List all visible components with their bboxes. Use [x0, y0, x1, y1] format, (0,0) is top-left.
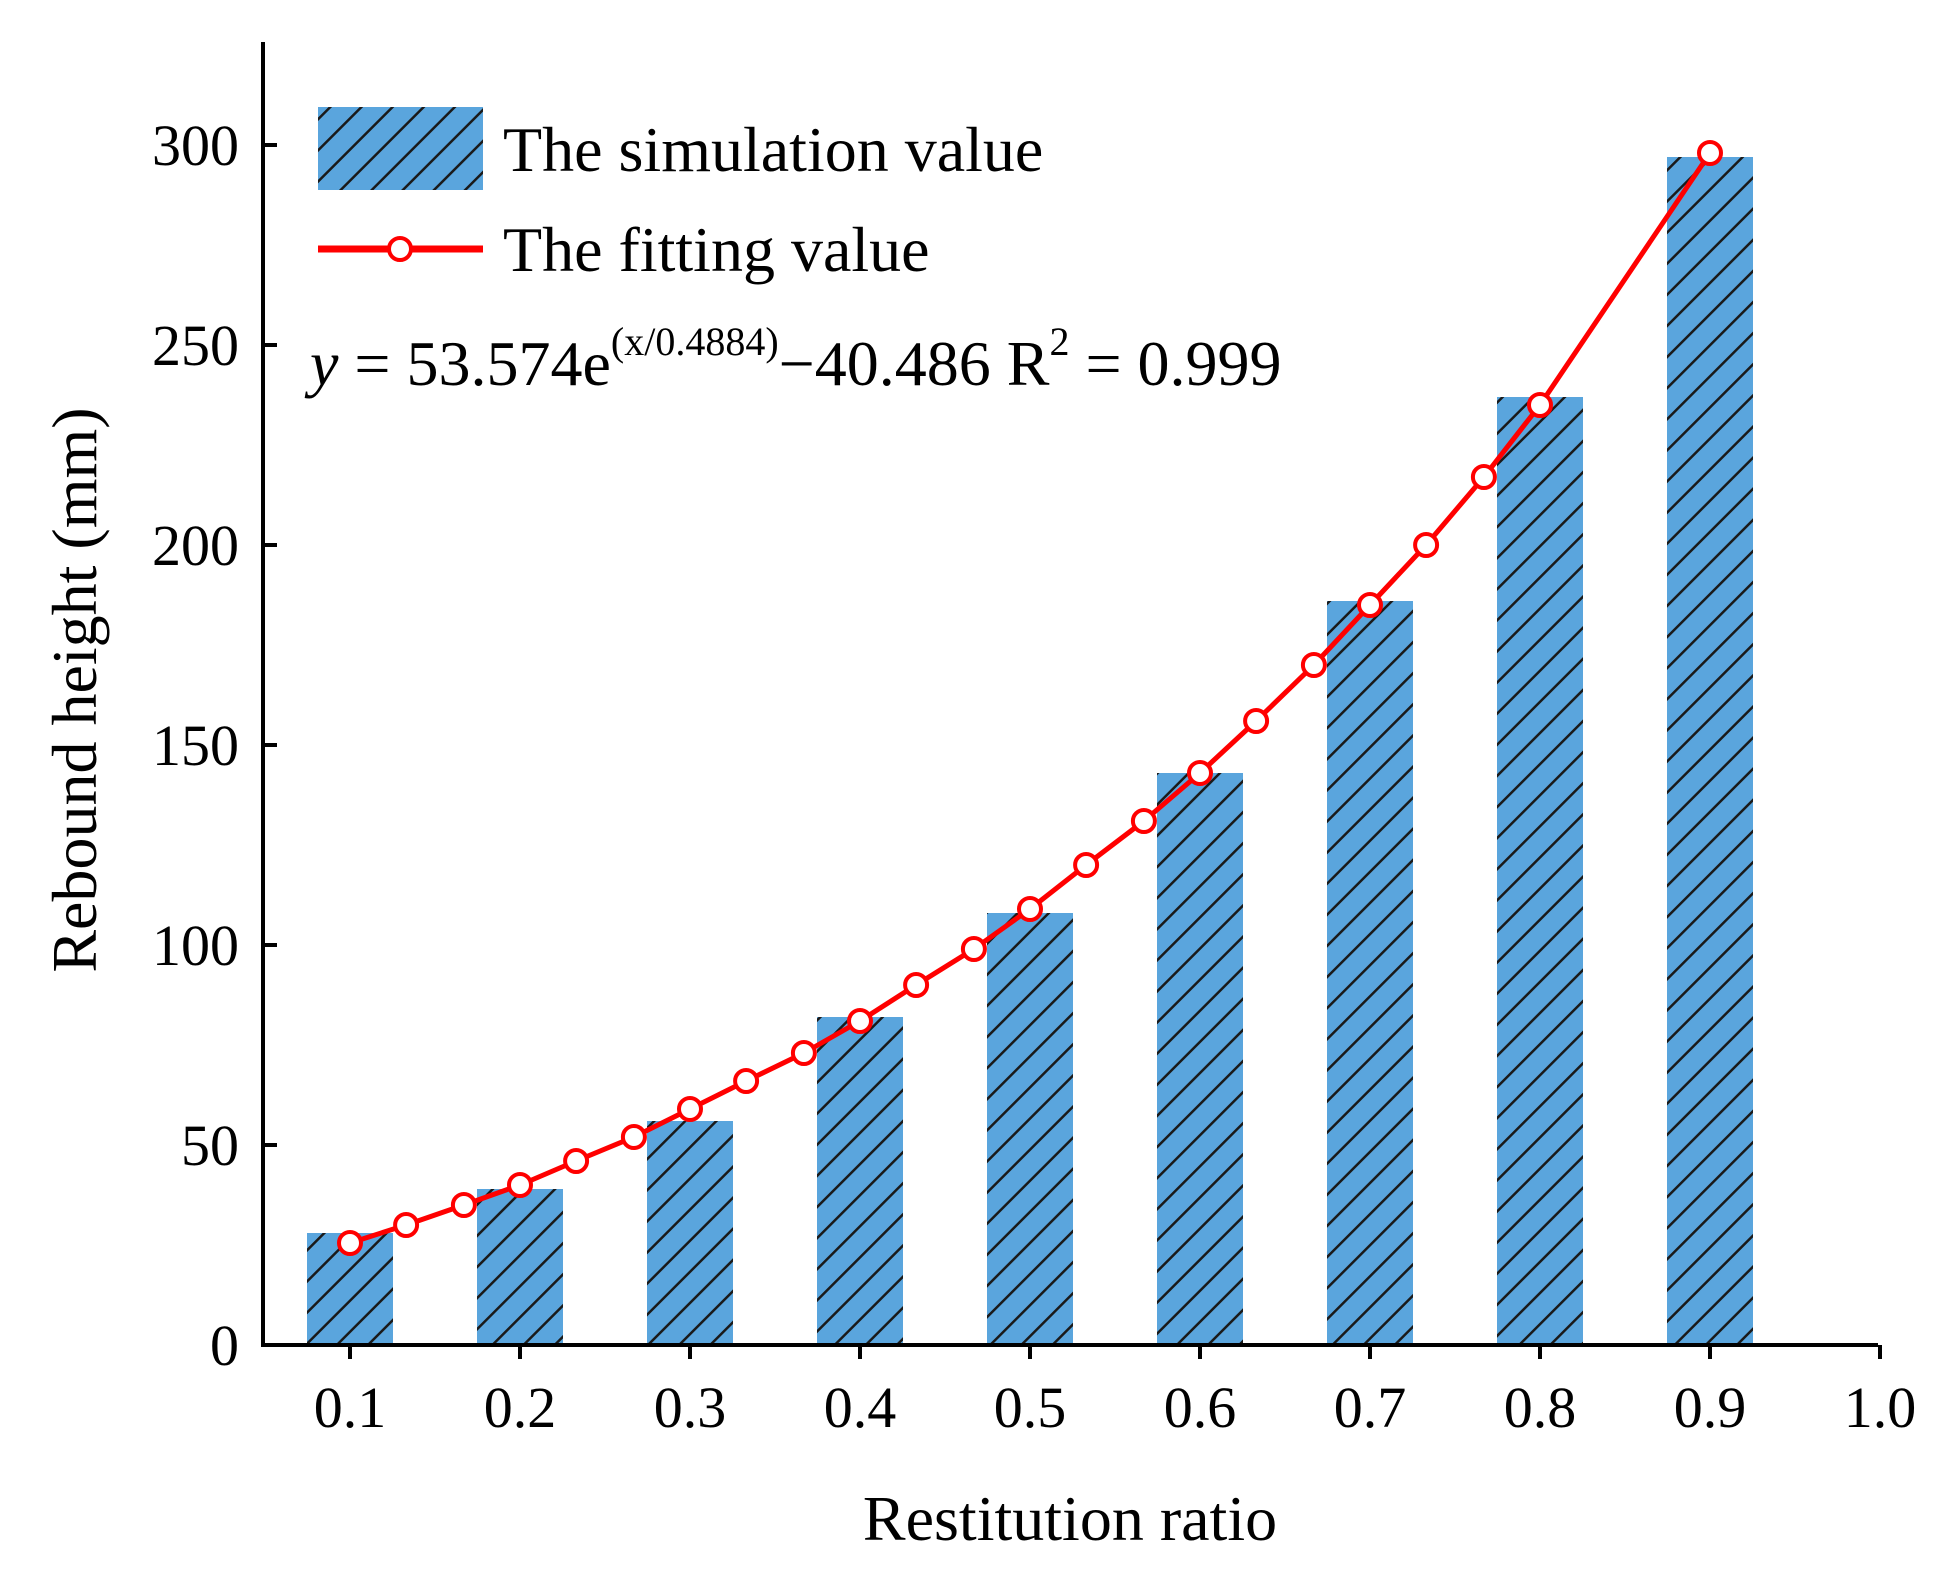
eq-exponent: (x/0.4884) — [611, 319, 779, 364]
x-tick-label: 0.2 — [484, 1375, 557, 1440]
fitting-point — [1300, 652, 1327, 678]
fitting-point — [1130, 808, 1157, 834]
fitting-point — [563, 1148, 590, 1174]
x-tick-label: 0.8 — [1504, 1375, 1577, 1440]
fitting-point — [847, 1008, 873, 1034]
axes — [261, 42, 1878, 1347]
fitting-point — [1413, 532, 1440, 558]
eq-main: = 53.574e — [338, 328, 611, 399]
bar — [1157, 773, 1243, 1345]
fitting-line-series — [337, 140, 1723, 1256]
fitting-point — [620, 1124, 647, 1150]
x-tick-label: 0.6 — [1164, 1375, 1237, 1440]
y-tick-label: 150 — [152, 713, 239, 778]
bar — [987, 913, 1073, 1345]
y-axis-title: Rebound height (mm) — [39, 407, 110, 972]
legend-bar-swatch — [318, 107, 483, 190]
fitting-point — [1470, 464, 1497, 490]
x-tick-label: 0.1 — [314, 1375, 387, 1440]
eq-r-sup: 2 — [1049, 319, 1069, 364]
x-tick-label: 0.3 — [654, 1375, 727, 1440]
bar — [647, 1121, 733, 1345]
fitting-point — [1697, 140, 1723, 166]
fitting-point — [1527, 392, 1553, 418]
x-tick-label: 0.5 — [994, 1375, 1067, 1440]
legend-line-marker — [387, 236, 413, 262]
fitting-point — [507, 1172, 533, 1198]
bar — [477, 1189, 563, 1345]
fitting-point — [1243, 708, 1270, 734]
fitting-point — [1017, 896, 1043, 922]
fitting-point — [393, 1212, 420, 1238]
fitting-point — [337, 1230, 363, 1256]
bar-series — [307, 157, 1753, 1345]
y-tick-label: 250 — [152, 313, 239, 378]
bar — [1497, 397, 1583, 1345]
fitting-point — [677, 1096, 703, 1122]
eq-r-tail: = 0.999 — [1069, 328, 1281, 399]
fitting-point — [450, 1192, 477, 1218]
y-tick-label: 0 — [210, 1313, 239, 1378]
fitting-point — [790, 1040, 817, 1066]
fitting-point — [1187, 760, 1213, 786]
x-tick-label: 0.4 — [824, 1375, 897, 1440]
y-tick-label: 300 — [152, 113, 239, 178]
fitting-point — [1357, 592, 1383, 618]
y-tick-label: 200 — [152, 513, 239, 578]
fitting-point — [903, 972, 930, 998]
x-ticks: 0.1 0.2 0.3 0.4 0.5 0.6 0.7 0.8 0.9 1.0 — [314, 1345, 1917, 1440]
eq-y-var: y — [304, 328, 339, 399]
bar — [1327, 601, 1413, 1345]
fitting-point — [1073, 852, 1100, 878]
y-tick-label: 50 — [181, 1113, 239, 1178]
fit-equation: y = 53.574e(x/0.4884)−40.486 R2 = 0.999 — [304, 319, 1282, 399]
fitting-point — [733, 1068, 760, 1094]
x-axis-title: Restitution ratio — [863, 1483, 1277, 1554]
legend: The simulation value The fitting value — [318, 107, 1043, 285]
eq-tail: −40.486 R — [779, 328, 1050, 399]
x-tick-label: 0.9 — [1674, 1375, 1747, 1440]
x-tick-label: 0.7 — [1334, 1375, 1407, 1440]
bar — [1667, 157, 1753, 1345]
fitting-point — [960, 936, 987, 962]
y-tick-label: 100 — [152, 913, 239, 978]
y-ticks: 0 50 100 150 200 250 300 — [152, 113, 277, 1378]
legend-bar-label: The simulation value — [503, 114, 1043, 185]
bar — [817, 1017, 903, 1345]
x-tick-label: 1.0 — [1844, 1375, 1917, 1440]
legend-line-label: The fitting value — [503, 214, 930, 285]
